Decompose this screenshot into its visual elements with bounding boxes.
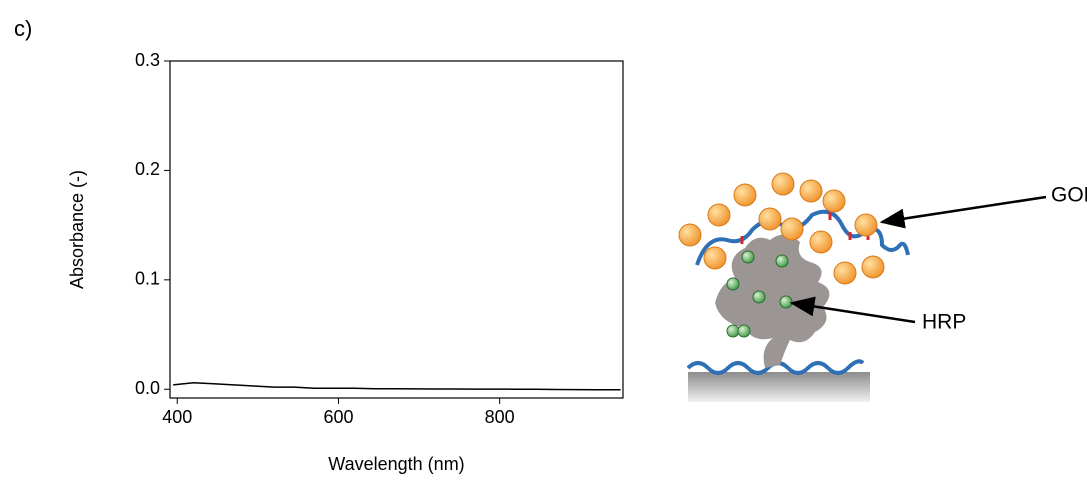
panel-label: c) xyxy=(14,16,32,41)
hrp-arrow xyxy=(789,296,916,324)
y-tick-label: 0.3 xyxy=(135,50,160,70)
y-tick-label: 0.1 xyxy=(135,269,160,289)
hrp-protein xyxy=(715,234,830,368)
plot-frame xyxy=(169,60,624,399)
substrate xyxy=(688,372,870,402)
data-line xyxy=(173,381,621,391)
god-spheres xyxy=(678,172,885,285)
y-axis-label: Absorbance (-) xyxy=(67,170,87,289)
x-tick-label: 800 xyxy=(485,407,515,427)
hrp-spheres xyxy=(726,250,793,338)
y-tick-label: 0.2 xyxy=(135,159,160,179)
hrp-label: HRP xyxy=(922,311,966,334)
diagram: GOD HRP xyxy=(678,172,1087,402)
chart: 0.0 0.1 0.2 0.3 400 600 800 Wavelength (nm) Abso… xyxy=(67,50,624,474)
god-arrow xyxy=(879,195,1047,229)
x-axis-label: Wavelength (nm) xyxy=(328,454,464,474)
x-tick-label: 600 xyxy=(323,407,353,427)
x-tick-label: 400 xyxy=(162,407,192,427)
god-label: GOD xyxy=(1051,184,1087,207)
y-tick-label: 0.0 xyxy=(135,378,160,398)
